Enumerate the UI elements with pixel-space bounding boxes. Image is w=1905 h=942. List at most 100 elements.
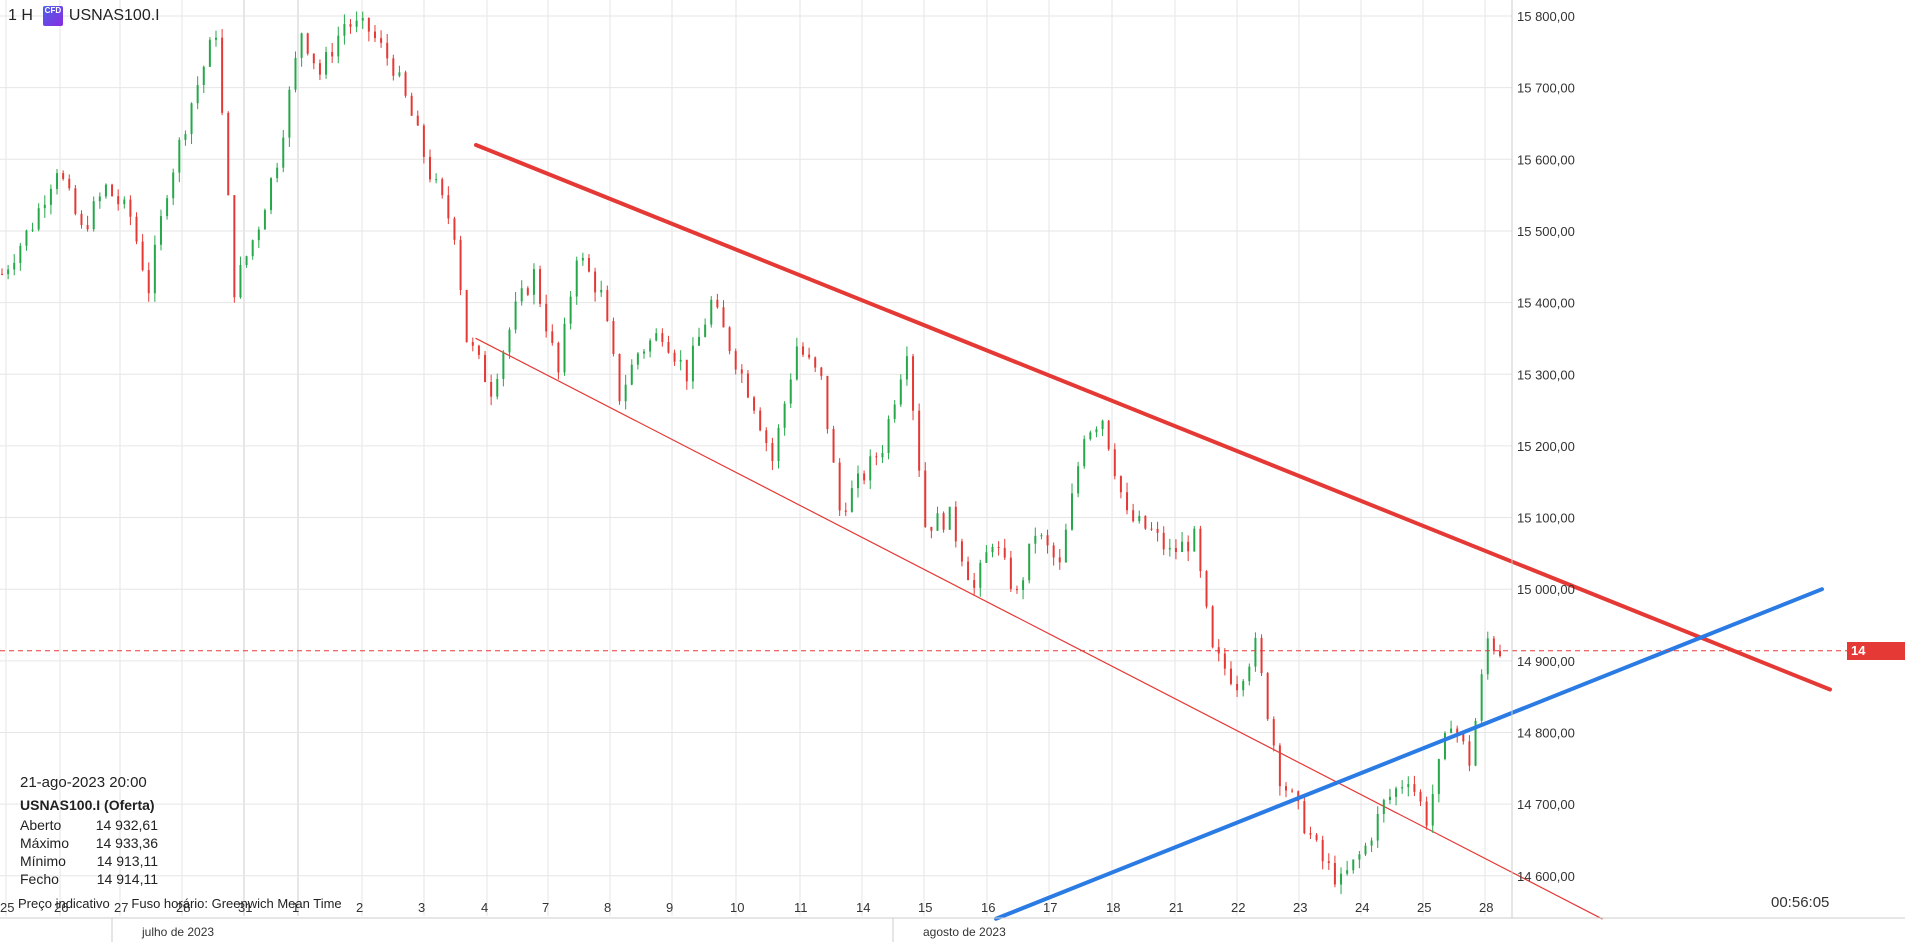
- candle: [1450, 720, 1453, 734]
- candle: [1089, 430, 1092, 441]
- candle: [1009, 550, 1012, 592]
- y-tick-label: 14 700,00: [1517, 797, 1575, 812]
- candle: [624, 374, 627, 410]
- candle: [355, 11, 358, 33]
- candle: [924, 462, 927, 528]
- candle: [343, 14, 346, 45]
- candle: [337, 26, 340, 64]
- candle: [1413, 775, 1416, 797]
- candle: [221, 29, 224, 116]
- candle: [954, 501, 957, 548]
- candle: [1028, 543, 1031, 584]
- candle: [1431, 784, 1434, 833]
- trendlines-front[interactable]: [474, 142, 1832, 921]
- cfd-icon: CFD: [42, 6, 63, 26]
- candle: [49, 184, 52, 215]
- candle: [202, 65, 205, 93]
- candle: [349, 19, 352, 34]
- candle: [826, 375, 829, 434]
- candle: [618, 353, 621, 405]
- instrument-name[interactable]: USNAS100.I: [68, 7, 160, 24]
- candle: [1388, 788, 1391, 805]
- candle: [1223, 648, 1226, 676]
- timeframe-label[interactable]: 1 H: [8, 7, 33, 24]
- candle: [905, 346, 908, 386]
- candle: [1, 268, 3, 276]
- candle: [789, 373, 792, 408]
- candle: [257, 226, 260, 249]
- candle: [1340, 867, 1343, 895]
- candle: [98, 192, 101, 209]
- candle: [7, 264, 10, 280]
- candle: [25, 229, 28, 251]
- candle: [159, 209, 162, 251]
- trendline-support[interactable]: [994, 587, 1824, 921]
- candle: [1229, 661, 1232, 686]
- candle: [795, 337, 798, 381]
- candle: [178, 137, 181, 183]
- candle: [1168, 538, 1171, 557]
- candle: [43, 195, 46, 218]
- candle: [1113, 443, 1116, 480]
- y-tick-label: 15 300,00: [1517, 367, 1575, 382]
- candle: [80, 210, 83, 229]
- candle: [893, 400, 896, 423]
- trendline-resistance[interactable]: [474, 142, 1832, 692]
- candle: [74, 184, 77, 216]
- x-axis[interactable]: 25 26 27 28 31 1 2 3 4 7 8 9 10 11 14 15 16 17 18 21 22 23 24 2…: [0, 900, 1905, 942]
- x-tick-label: 11: [794, 900, 808, 915]
- candle: [673, 349, 676, 366]
- candle: [1291, 788, 1294, 793]
- trendline-channel-bottom[interactable]: [475, 337, 1603, 920]
- candle: [367, 17, 370, 42]
- candle: [1003, 538, 1006, 560]
- y-axis[interactable]: 15 800,00 15 700,00 15 600,00 15 500,00 15 4…: [1511, 0, 1575, 918]
- candle: [679, 350, 682, 371]
- candle: [1205, 570, 1208, 609]
- candle: [973, 572, 976, 595]
- candle: [1248, 663, 1251, 686]
- candle: [991, 543, 994, 558]
- candle: [539, 265, 542, 308]
- candle: [740, 364, 743, 384]
- candle: [1499, 644, 1501, 658]
- x-group-label: julho de 2023: [141, 925, 214, 939]
- y-tick-label: 15 800,00: [1517, 9, 1575, 24]
- candle: [477, 344, 480, 359]
- current-price-tag: 14 914,11: [1847, 641, 1905, 676]
- candle: [1162, 526, 1165, 556]
- candle: [1236, 675, 1239, 697]
- candle: [606, 285, 609, 322]
- timezone-label[interactable]: Fuso horário: Greenwich Mean Time: [131, 896, 342, 911]
- candle: [1395, 786, 1398, 806]
- candle: [1126, 482, 1129, 515]
- y-tick-label: 15 500,00: [1517, 224, 1575, 239]
- candle: [869, 449, 872, 490]
- x-tick-label: 24: [1355, 900, 1369, 915]
- candle: [184, 130, 187, 146]
- candle: [1052, 542, 1055, 566]
- x-tick-label: 18: [1106, 900, 1120, 915]
- candle: [135, 212, 138, 245]
- candle: [1425, 796, 1428, 830]
- candle: [734, 348, 737, 375]
- candle: [1058, 549, 1061, 570]
- candle: [410, 92, 413, 116]
- candle: [172, 168, 175, 206]
- candle: [1254, 632, 1257, 672]
- x-group-label: agosto de 2023: [923, 925, 1006, 939]
- candle: [551, 324, 554, 346]
- x-tick-label: 4: [481, 900, 488, 915]
- candle: [398, 65, 401, 78]
- candle: [594, 267, 597, 302]
- candle: [441, 177, 444, 199]
- candle: [276, 162, 279, 183]
- candle: [753, 395, 756, 414]
- candle: [912, 353, 915, 421]
- candle: [985, 545, 988, 563]
- candle: [948, 506, 951, 530]
- candle: [312, 53, 315, 70]
- candle: [655, 328, 658, 342]
- candle: [1199, 525, 1202, 578]
